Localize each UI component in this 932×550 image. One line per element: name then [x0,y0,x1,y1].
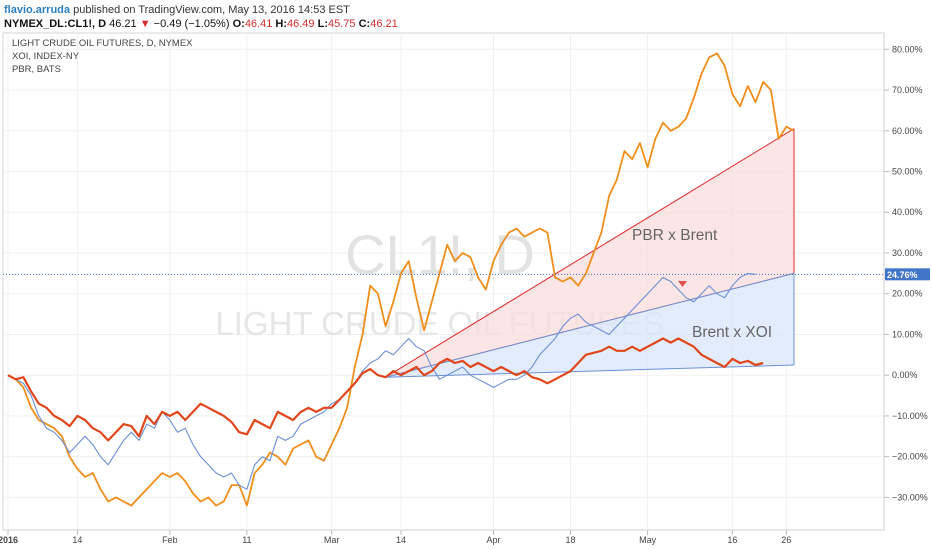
last-value-badge [885,268,930,281]
y-tick-label: 60.00% [892,126,923,136]
last-value-label: 24.76% [887,270,918,280]
down-arrow-icon [678,281,687,287]
y-tick-label: −10.00% [892,411,928,421]
close-label: C: [358,18,371,30]
series-line-pbr [7,52,795,507]
x-tick-label: 11 [242,535,251,545]
annotation-edge [385,128,795,378]
x-tick-label: Mar [324,535,340,545]
open-label: O: [232,18,245,30]
symbol-label: NYMEX_DL:CL1!, D [4,18,107,30]
open-value: 46.41 [244,18,273,30]
y-tick-label: 40.00% [892,207,923,217]
y-tick-label: −20.00% [892,452,928,462]
annotation-brent-xoi[interactable]: Brent x XOI [692,324,772,341]
x-tick-label: Feb [162,535,178,545]
high-label: H: [275,18,288,30]
x-tick-label: Apr [486,535,500,545]
publish-text: published on TradingView.com, May 13, 20… [73,4,350,16]
down-arrow-icon: ▼ [139,18,151,30]
y-tick-label: 80.00% [892,44,923,54]
x-tick-label: 26 [781,535,791,545]
author-name[interactable]: flavio.arruda [4,4,71,16]
last-price: 46.21 [109,18,137,30]
legend-xoi: XOI, INDEX-NY [12,51,80,62]
x-tick-label: May [639,535,657,545]
annotation-drawings[interactable] [385,128,795,378]
y-tick-label: 10.00% [892,329,923,339]
series-line-xoi [7,272,756,490]
legend-pbr: PBR, BATS [12,64,61,75]
axis-labels: 80.00% 70.00% 60.00% 50.00% 40.00% 30.00% 20.0… [0,44,928,545]
x-tick-label: 14 [72,535,82,545]
series-lines [7,52,795,507]
low-value: 45.75 [328,18,356,30]
y-tick-label: 0.00% [892,370,918,380]
x-tick-label: 2016 [0,535,18,545]
last-value-marker: 24.76% [3,268,930,281]
y-tick-label: 50.00% [892,167,923,177]
y-tick-label: −30.00% [892,492,928,502]
low-label: L: [317,18,328,30]
publish-info: flavio.arruda published on TradingView.c… [4,3,350,17]
symbol-info: NYMEX_DL:CL1!, D 46.21 ▼ −0.49 (−1.05%) … [4,17,398,31]
watermark-symbol: CL1!, D [345,223,535,286]
x-tick-label: 14 [396,535,406,545]
y-tick-label: 20.00% [892,289,923,299]
legend-main-series: LIGHT CRUDE OIL FUTURES, D, NYMEX [12,38,193,49]
series-line-light-crude [7,337,764,442]
legend: LIGHT CRUDE OIL FUTURES, D, NYMEX XOI, I… [12,38,193,75]
high-value: 46.49 [287,18,315,30]
annotation-pbr-brent[interactable]: PBR x Brent [632,227,718,244]
price-change: −0.49 (−1.05%) [153,18,230,30]
x-tick-label: 18 [566,535,576,545]
y-tick-label: 30.00% [892,248,923,258]
annotation-edge [385,272,795,378]
close-value: 46.21 [370,18,398,30]
x-tick-label: 16 [727,535,737,545]
y-tick-label: 70.00% [892,85,923,95]
